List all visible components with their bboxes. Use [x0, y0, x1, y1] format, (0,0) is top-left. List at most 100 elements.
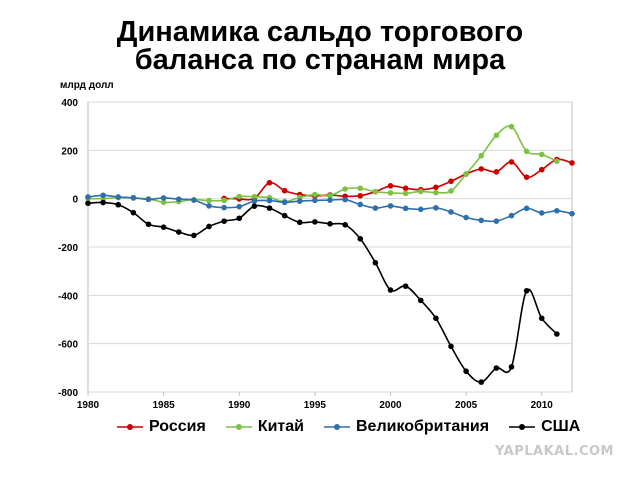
series-1-point [251, 193, 258, 200]
series-2-point [296, 198, 303, 204]
series-3-point [478, 379, 485, 385]
series-2-point [130, 194, 137, 201]
series-0-point [402, 185, 409, 192]
series-2-point [433, 205, 439, 211]
series-0-point [493, 169, 500, 175]
legend-swatch [323, 424, 350, 430]
series-1-point [357, 185, 364, 192]
legend-item-1: Китай [224, 418, 304, 436]
series-3-point [251, 203, 258, 209]
series-0-point [266, 179, 273, 186]
series-3-point [538, 315, 545, 322]
series-0-point [281, 187, 288, 194]
series-1-point [372, 188, 379, 195]
chart-legend: Россия Китай Великобритания США [115, 418, 580, 436]
x-tick-label: 2000 [379, 400, 402, 411]
series-3-point [417, 297, 424, 304]
series-1-point [342, 186, 348, 192]
series-3-point [221, 218, 227, 224]
series-1-point [312, 191, 318, 198]
series-3-point [554, 331, 560, 337]
series-1-point [448, 188, 454, 194]
x-tick-label: 1990 [228, 400, 251, 411]
series-3-point [523, 287, 530, 294]
series-3-point [85, 200, 91, 207]
series-3-point [327, 221, 333, 227]
y-tick-label: -800 [58, 388, 78, 399]
series-1-point [538, 151, 545, 158]
series-0-point [357, 192, 364, 199]
series-2-point [508, 212, 515, 219]
legend-label: Великобритания [355, 418, 490, 435]
series-2-point [402, 205, 409, 212]
series-2-point [569, 210, 575, 217]
series-2-point [554, 207, 560, 214]
x-tick-label: 2010 [531, 400, 554, 411]
series-3-point [160, 224, 167, 230]
watermark: YAPLAKAL.COM [495, 444, 614, 459]
series-2-point [538, 210, 545, 216]
series-2-point [342, 196, 348, 203]
series-2-point [478, 217, 485, 224]
series-3-point [493, 365, 500, 371]
series-1-point [523, 148, 530, 155]
series-3-point [402, 283, 409, 289]
series-3-point [191, 232, 197, 239]
series-2-point [206, 203, 212, 209]
series-2-point [221, 204, 227, 211]
x-tick-label: 1980 [77, 400, 100, 411]
series-2-point [312, 197, 318, 204]
legend-item-0: Россия [115, 418, 206, 436]
series-0-point [478, 166, 485, 172]
series-2-point [281, 199, 288, 206]
series-1-point [417, 188, 424, 195]
series-2-point [266, 197, 273, 204]
series-2-point [175, 196, 182, 202]
series-2-point [448, 209, 454, 215]
series-3-point [206, 223, 212, 230]
y-axis-label: млрд долл [60, 80, 114, 91]
series-2-point [115, 194, 122, 200]
series-1-point [327, 192, 333, 199]
series-2-point [463, 214, 469, 221]
series-1-point [387, 190, 394, 196]
x-tick-label: 1995 [304, 400, 327, 411]
series-2-point [387, 203, 394, 209]
series-0-point [538, 166, 545, 173]
series-3-point [100, 199, 106, 206]
chart-title: Динамика сальдо торгового баланса по стр… [0, 16, 640, 76]
series-1-point [221, 197, 227, 204]
series-1-point [236, 193, 243, 200]
series-2-point [100, 192, 106, 199]
series-0-point [523, 174, 530, 180]
series-3-point [145, 221, 152, 228]
series-3-point [433, 315, 439, 322]
series-2-point [145, 196, 152, 203]
series-1-point [554, 158, 560, 165]
series-3-point [508, 364, 515, 370]
y-tick-label: 0 [72, 195, 78, 206]
y-tick-label: -400 [58, 291, 78, 302]
legend-label: Китай [257, 418, 304, 435]
series-1-point [463, 171, 469, 177]
series-3-point [448, 343, 454, 350]
series-3-point [372, 259, 379, 266]
series-2-point [85, 194, 91, 200]
x-tick-label: 1985 [153, 400, 176, 411]
legend-label: Россия [149, 418, 206, 435]
series-2-point [417, 206, 424, 213]
series-3-point [130, 209, 137, 216]
series-0-point [433, 184, 439, 191]
y-tick-label: -600 [58, 340, 78, 351]
series-0-point [387, 183, 394, 189]
series-3-point [387, 287, 394, 293]
chart-title-line-2: баланса по странам мира [134, 44, 506, 76]
series-3-point [115, 201, 122, 208]
y-tick-label: 400 [61, 98, 78, 109]
series-1-point [433, 189, 439, 196]
series-2-point [236, 203, 243, 210]
series-2-point [372, 205, 379, 211]
chart-title-line-1: Динамика сальдо торгового [116, 16, 524, 48]
legend-item-2: Великобритания [322, 418, 489, 436]
